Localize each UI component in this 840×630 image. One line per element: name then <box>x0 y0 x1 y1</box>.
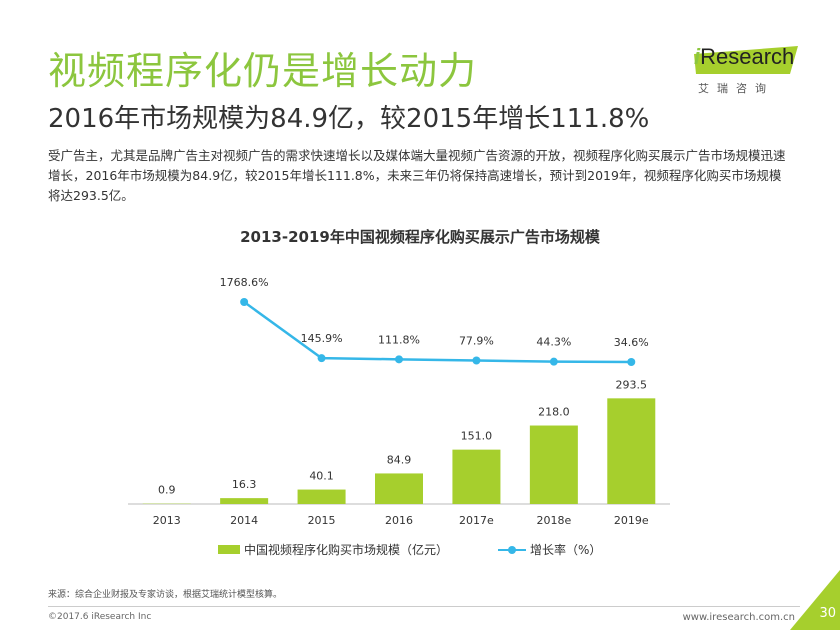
page-number: 30 <box>819 606 836 621</box>
bar-label-2018e: 218.0 <box>538 406 570 419</box>
x-tick-label-2016: 2016 <box>385 514 413 527</box>
bar-label-2013: 0.9 <box>158 484 176 497</box>
growth-point-2014 <box>240 298 249 306</box>
x-tick-label-2014: 2014 <box>230 514 258 527</box>
x-tick-label-2013: 2013 <box>153 514 181 527</box>
iresearch-logo: iResearch 艾瑞咨询 <box>690 44 800 100</box>
growth-label-2019e: 34.6% <box>614 336 649 349</box>
legend-line-series: 增长率（%） <box>498 541 601 558</box>
logo-brand-name: Research <box>700 44 795 69</box>
page-subtitle: 2016年市场规模为84.9亿，较2015年增长111.8% <box>48 104 650 134</box>
market-size-chart: 0.9 2013 16.3 2014 40.1 2015 84.9 2016 151.0 2017… <box>128 276 670 527</box>
bar-2019e <box>607 398 656 504</box>
legend-bar-label: 中国视频程序化购买市场规模（亿元） <box>244 543 449 557</box>
x-tick-label-2019e: 2019e <box>614 514 649 527</box>
copyright-text: ©2017.6 iResearch Inc <box>48 612 152 622</box>
legend-line-label: 增长率（%） <box>530 543 602 557</box>
logo-tagline: 艾瑞咨询 <box>698 82 774 95</box>
source-note: 来源：综合企业财报及专家访谈，根据艾瑞统计模型核算。 <box>48 590 283 600</box>
footer-divider <box>48 606 800 607</box>
bar-2014 <box>220 498 269 504</box>
corner-decoration <box>790 570 840 630</box>
growth-label-2018e: 44.3% <box>536 336 571 349</box>
growth-point-2017e <box>472 356 481 365</box>
description-text: 受广告主，尤其是品牌广告主对视频广告的需求快速增长以及媒体端大量视频广告资源的开… <box>48 148 786 203</box>
x-tick-label-2018e: 2018e <box>536 514 571 527</box>
x-tick-label-2015: 2015 <box>308 514 336 527</box>
growth-label-2016: 111.8% <box>378 333 420 346</box>
growth-point-2018e <box>549 357 558 366</box>
bar-label-2014: 16.3 <box>232 478 257 491</box>
growth-label-2017e: 77.9% <box>459 335 494 348</box>
chart-title: 2013-2019年中国视频程序化购买展示广告市场规模 <box>240 228 600 246</box>
legend-bar-series: 中国视频程序化购买市场规模（亿元） <box>218 541 448 558</box>
growth-point-2016 <box>395 355 403 364</box>
bar-label-2017e: 151.0 <box>461 430 493 443</box>
bar-2018e <box>529 425 578 504</box>
bar-label-2019e: 293.5 <box>616 378 648 391</box>
x-tick-label-2017e: 2017e <box>459 514 494 527</box>
bar-label-2015: 40.1 <box>309 470 334 483</box>
legend-line-swatch <box>498 545 526 555</box>
growth-label-2014: 1768.6% <box>220 276 269 289</box>
bar-label-2016: 84.9 <box>387 453 412 466</box>
bar-2016 <box>375 473 423 504</box>
bar-2015 <box>297 489 346 504</box>
growth-label-2015: 145.9% <box>301 332 343 345</box>
growth-line <box>243 300 632 364</box>
page-title: 视频程序化仍是增长动力 <box>48 49 478 93</box>
logo-swoosh-icon <box>694 46 798 74</box>
growth-point-2019e <box>627 358 636 366</box>
bar-2017e <box>452 449 501 504</box>
website-link[interactable]: www.iresearch.com.cn <box>682 612 795 623</box>
logo-brand-prefix: i <box>694 44 701 69</box>
legend-bar-swatch <box>218 545 240 554</box>
growth-point-2015 <box>317 354 326 363</box>
